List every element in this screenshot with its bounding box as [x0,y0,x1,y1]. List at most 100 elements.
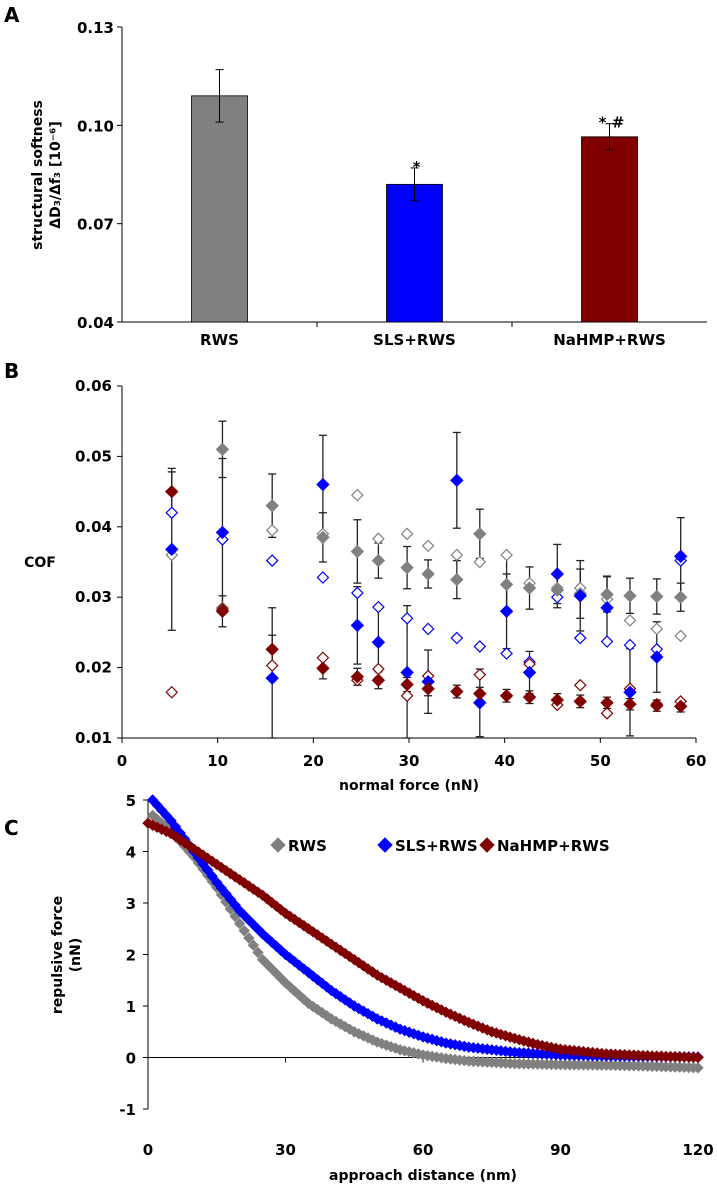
panel-c-y-tick-label: 5 [126,792,136,810]
panel-label-c: C [4,816,19,840]
curve-marker-sls-rws [206,870,218,882]
data-point-sls-rws-filled [550,567,564,581]
panel-a-y-tick-label: 0.13 [77,19,114,37]
curve-marker-rws [233,917,246,930]
data-point-sls-rws-filled [400,665,414,680]
data-point-sls-rws-filled [499,604,514,618]
significance-marker: * [413,158,421,176]
data-point-nahmp-rws-open [265,659,279,672]
data-point-nahmp-rws-open [372,662,385,676]
data-point-rws-open [623,614,637,627]
panel-a-x-tick-label: SLS+RWS [373,331,456,349]
data-point-nahmp-rws-filled [673,699,688,714]
panel-b-scatter-chart: COF normal force (nN) 0.01 0.02 0.03 0.04 0.… [24,377,706,794]
bar-rws [191,95,248,323]
panel-c-x-tick-label: 0 [143,1141,153,1159]
data-point-rws-filled [316,530,330,545]
panel-c-y-tick-label: 0 [126,1050,136,1068]
data-point-sls-rws-filled [473,696,487,710]
panel-c-y-tick-label: 4 [126,844,136,862]
data-point-sls-rws-open [265,554,279,567]
data-point-nahmp-rws-filled [600,696,614,710]
panel-b-y-tick-label: 0.01 [75,729,112,747]
data-point-rws-open [400,527,414,541]
curve-marker-rws [252,946,264,959]
panel-c-y-tick-label: 3 [126,895,136,913]
panel-b-x-tick-label: 30 [399,752,420,770]
data-point-sls-rws-open [623,638,637,652]
data-point-sls-rws-filled [350,618,365,633]
panel-b-x-tick-label: 20 [303,752,324,770]
panel-label-a: A [4,3,20,27]
data-point-nahmp-rws-filled [573,694,587,709]
data-point-nahmp-rws-filled [499,689,514,703]
data-point-sls-rws-open [165,506,179,520]
panel-b-x-tick-label: 60 [686,752,707,770]
data-point-sls-rws-filled [650,650,664,664]
data-point-rws-filled [673,590,688,604]
data-point-rws-filled [400,560,414,575]
data-point-sls-rws-open [372,600,385,614]
data-point-nahmp-rws-open [400,689,414,703]
data-point-rws-filled [421,567,435,581]
data-point-nahmp-rws-open [473,668,487,681]
panel-b-y-tick-label: 0.04 [75,518,112,536]
data-point-rws-open [500,548,513,562]
curve-marker-sls-rws [165,814,177,827]
panel-c-x-tick-label: 60 [413,1141,434,1159]
data-point-rws-filled [522,581,537,595]
data-point-nahmp-rws-filled [650,698,664,713]
data-point-nahmp-rws-open [316,651,330,665]
panel-b-ylabel: COF [24,555,56,571]
panel-a-x-tick-label: NaHMP+RWS [553,331,666,349]
data-point-nahmp-rws-filled [400,677,414,692]
panel-c-ylabel-line1: repulsive force [50,896,66,1014]
panel-b-y-tick-label: 0.03 [75,588,112,606]
panel-a-ylabel-line1: structural softness [30,100,46,250]
panel-a-y-tick-label: 0.07 [77,216,114,234]
data-point-nahmp-rws-open [600,707,614,720]
bar-nahmp-rws [581,136,638,323]
curve-marker-rws [238,925,250,937]
data-point-nahmp-rws-filled [265,642,279,657]
panel-c-x-tick-label: 90 [550,1141,571,1159]
panel-a-x-tick-label: RWS [200,331,239,349]
panel-c-x-tick-label: 30 [275,1141,296,1159]
legend-label: SLS+RWS [395,837,478,855]
curve-marker-rws [692,1062,704,1074]
data-point-rws-filled [450,572,464,587]
panel-b-xlabel: normal force (nN) [339,778,479,794]
data-point-rws-filled [265,498,279,513]
data-point-rws-filled [215,442,230,457]
data-point-sls-rws-filled [215,525,230,540]
data-point-nahmp-rws-filled [165,484,179,499]
panel-label-b: B [4,359,19,383]
data-point-sls-rws-open [600,635,614,648]
panel-b-x-tick-label: 10 [207,752,228,770]
panel-b-x-tick-label: 0 [117,752,127,770]
data-point-rws-filled [371,553,386,568]
data-point-sls-rws-open [450,631,464,645]
data-point-nahmp-rws-filled [473,686,487,701]
panel-a-y-tick-label: 0.04 [77,314,114,332]
panel-c-xlabel: approach distance (nm) [329,1168,517,1184]
panel-c-ylabel-line2: (nN) [68,938,84,972]
curve-marker-rws [247,939,260,951]
legend-marker-nahmp-rws [479,837,495,853]
data-point-rws-filled [473,527,487,541]
data-point-nahmp-rws-filled [550,693,564,707]
data-point-nahmp-rws-filled [623,697,637,711]
significance-marker: * # [599,114,625,132]
panel-b-y-tick-label: 0.05 [75,447,112,465]
data-point-sls-rws-filled [450,473,464,488]
data-point-sls-rws-filled [371,635,386,649]
panel-a-bar-chart: structural softness ΔD₃/Δf₃ [10⁻⁶] 0.04 0… [30,19,707,349]
data-point-rws-filled [499,577,514,592]
panel-b-x-tick-label: 50 [590,752,611,770]
legend-label: NaHMP+RWS [497,837,610,855]
panel-a-y-tick-label: 0.10 [77,117,114,135]
data-point-nahmp-rws-filled [350,670,365,684]
data-point-rws-filled [600,587,614,602]
data-point-rws-open [350,488,364,502]
